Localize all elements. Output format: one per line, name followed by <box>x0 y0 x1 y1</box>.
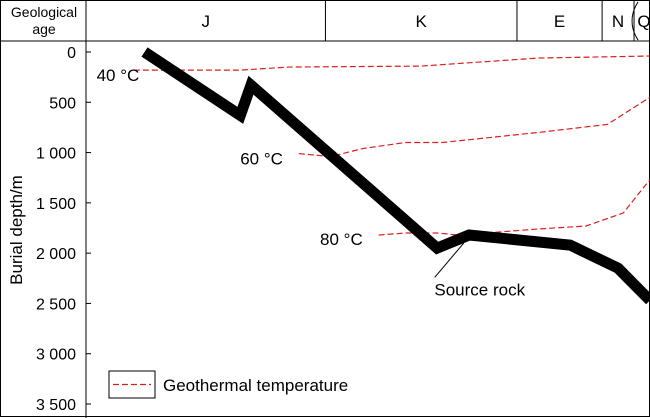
period-label-n: N <box>612 12 624 31</box>
y-tick-label: 2 000 <box>36 246 76 263</box>
period-label-q: Q <box>637 12 650 31</box>
y-tick-label: 0 <box>67 45 76 62</box>
annotation-label: 40 °C <box>97 66 140 85</box>
y-tick-label: 1 500 <box>36 196 76 213</box>
y-axis-ticks: 0 500 1 000 1 500 2 000 2 500 3 000 3 500 <box>36 45 91 414</box>
y-tick-label: 2 500 <box>36 296 76 313</box>
annotation-label: 60 °C <box>240 150 283 169</box>
y-axis-title: Burial depth/m <box>7 175 26 285</box>
y-tick-label: 500 <box>49 95 76 112</box>
period-bracket <box>631 1 639 41</box>
annotation-pointer <box>434 242 465 278</box>
legend: Geothermal temperature <box>108 370 348 399</box>
isotherm-line <box>133 55 650 71</box>
legend-label: Geothermal temperature <box>163 376 348 395</box>
annotations: 40 °C 60 °C 80 °C Source rock <box>97 66 526 299</box>
annotation-label: Source rock <box>434 280 525 299</box>
isotherm-line <box>298 96 650 158</box>
annotation-label: 80 °C <box>320 230 363 249</box>
y-tick-label: 3 000 <box>36 347 76 364</box>
burial-curve-layer <box>141 47 650 305</box>
y-tick-label: 1 000 <box>36 146 76 163</box>
period-label-j: J <box>201 12 210 31</box>
age-label-line2: age <box>32 21 56 37</box>
age-label-line1: Geological <box>11 4 77 20</box>
source-rock-burial-curve <box>141 47 650 305</box>
period-label-k: K <box>416 12 428 31</box>
y-tick-label: 3 500 <box>36 397 76 414</box>
period-label-e: E <box>554 12 565 31</box>
